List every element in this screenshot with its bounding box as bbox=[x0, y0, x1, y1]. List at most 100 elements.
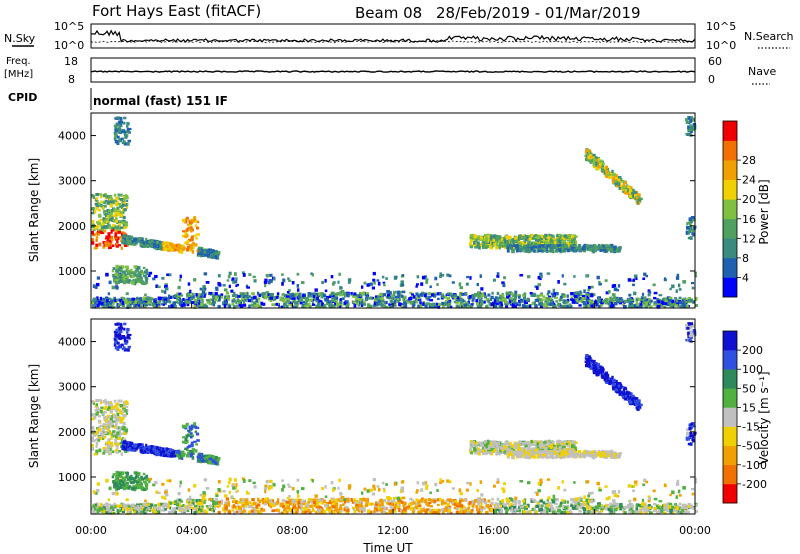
power-echo bbox=[338, 272, 341, 276]
power-echo bbox=[152, 239, 156, 243]
power-echo bbox=[415, 296, 418, 299]
power-echo bbox=[561, 293, 565, 296]
power-echo bbox=[216, 251, 221, 255]
power-echo bbox=[120, 193, 123, 197]
power-echo bbox=[458, 282, 462, 287]
power-echo bbox=[314, 288, 318, 292]
velocity-echo bbox=[175, 502, 179, 507]
velocity-echo bbox=[182, 504, 185, 508]
velocity-echo bbox=[323, 499, 327, 503]
power-echo bbox=[623, 305, 627, 309]
power-echo bbox=[518, 299, 521, 303]
power-echo bbox=[248, 304, 251, 308]
power-echo bbox=[139, 274, 142, 277]
power-echo bbox=[525, 300, 528, 304]
power-echo bbox=[566, 246, 569, 251]
power-echo bbox=[179, 249, 183, 253]
power-echo bbox=[372, 271, 376, 276]
velocity-echo bbox=[107, 503, 112, 506]
power-echo bbox=[471, 234, 474, 238]
power-echo bbox=[323, 293, 327, 297]
power-echo bbox=[266, 295, 270, 299]
power-echo bbox=[602, 245, 606, 248]
power-echo bbox=[102, 305, 106, 309]
power-echo bbox=[573, 236, 576, 240]
power-echo bbox=[541, 298, 544, 302]
velocity-echo bbox=[546, 498, 549, 502]
power-echo bbox=[123, 130, 126, 133]
velocity-echo bbox=[314, 500, 318, 505]
power-echo bbox=[114, 275, 118, 279]
velocity-echo bbox=[614, 507, 618, 512]
power-echo bbox=[535, 244, 538, 247]
power-echo bbox=[383, 300, 387, 305]
power-echo bbox=[182, 298, 185, 302]
power-echo bbox=[505, 293, 509, 297]
velocity-echo bbox=[668, 502, 673, 506]
velocity-echo bbox=[647, 508, 651, 512]
power-echo bbox=[113, 219, 117, 223]
power-echo bbox=[103, 229, 107, 233]
power-echo bbox=[144, 243, 147, 247]
power-echo bbox=[663, 305, 666, 309]
velocity-echo bbox=[235, 507, 238, 510]
power-echo bbox=[540, 305, 543, 308]
power-echo bbox=[638, 200, 641, 204]
velocity-echo bbox=[684, 506, 688, 510]
power-echo bbox=[144, 303, 149, 307]
power-echo bbox=[195, 226, 200, 230]
power-echo bbox=[98, 228, 102, 232]
power-echo bbox=[313, 298, 317, 301]
power-echo bbox=[168, 242, 173, 245]
velocity-echo bbox=[298, 498, 302, 501]
power-echo bbox=[646, 299, 649, 303]
velocity-echo bbox=[417, 510, 420, 514]
velocity-echo bbox=[510, 504, 515, 508]
power-echo bbox=[566, 304, 570, 308]
power-colorbar-swatch bbox=[723, 218, 737, 239]
velocity-echo bbox=[475, 505, 479, 509]
power-echo bbox=[694, 274, 698, 278]
power-echo bbox=[91, 207, 95, 211]
power-echo bbox=[508, 237, 512, 241]
power-echo bbox=[510, 296, 513, 300]
velocity-echo bbox=[169, 502, 173, 505]
velocity-echo bbox=[612, 506, 616, 511]
velocity-echo bbox=[461, 511, 464, 515]
power-echo bbox=[214, 298, 217, 302]
power-echo bbox=[479, 236, 483, 240]
power-echo bbox=[110, 197, 114, 201]
velocity-echo bbox=[321, 508, 324, 513]
power-echo bbox=[426, 302, 430, 305]
power-echo bbox=[614, 182, 618, 186]
power-echo bbox=[588, 151, 591, 155]
power-echo bbox=[633, 304, 637, 308]
velocity-echo bbox=[694, 510, 699, 513]
velocity-echo bbox=[493, 504, 497, 507]
power-echo bbox=[331, 291, 335, 295]
power-echo bbox=[131, 271, 135, 275]
velocity-echo bbox=[630, 505, 635, 508]
velocity-echo bbox=[416, 501, 421, 504]
power-echo bbox=[478, 238, 482, 241]
power-echo bbox=[193, 234, 197, 237]
power-echo bbox=[102, 194, 107, 198]
power-echo bbox=[253, 279, 257, 283]
power-echo bbox=[555, 248, 559, 252]
power-echo bbox=[539, 299, 543, 303]
velocity-echo bbox=[586, 506, 589, 510]
power-echo bbox=[586, 295, 590, 300]
power-echo bbox=[505, 303, 509, 306]
power-echo bbox=[386, 290, 390, 294]
power-echo bbox=[598, 304, 601, 308]
power-echo bbox=[107, 222, 110, 227]
velocity-echo bbox=[505, 509, 509, 512]
power-echo bbox=[95, 235, 99, 240]
power-echo bbox=[571, 242, 575, 246]
velocity-echo bbox=[335, 505, 338, 509]
power-echo bbox=[642, 301, 646, 304]
power-echo bbox=[604, 244, 608, 248]
velocity-echo bbox=[496, 497, 500, 501]
velocity-echo bbox=[257, 497, 260, 502]
power-echo bbox=[508, 291, 512, 295]
